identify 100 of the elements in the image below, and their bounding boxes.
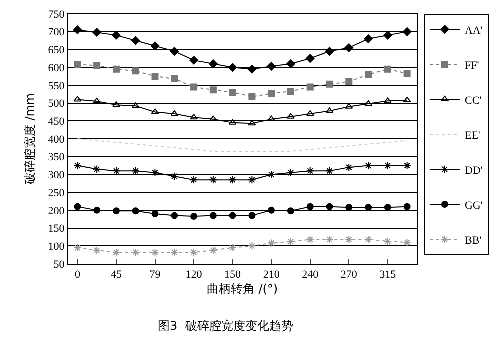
point — [384, 237, 392, 246]
point — [384, 66, 392, 73]
point — [210, 212, 217, 220]
caption: 图3 破碎腔宽度变化趋势 — [158, 319, 294, 333]
point — [365, 71, 372, 78]
point — [112, 102, 120, 108]
y-tick-label: 500 — [48, 98, 66, 110]
point — [190, 213, 198, 220]
point — [346, 78, 353, 86]
point — [190, 114, 198, 120]
point — [228, 63, 238, 72]
y-axis-title: 破碎腔宽度 /mm — [23, 93, 37, 186]
point — [94, 62, 101, 70]
point — [171, 212, 178, 220]
point — [92, 246, 102, 255]
legend-label: GG' — [464, 200, 483, 212]
point — [152, 210, 159, 218]
point — [404, 203, 411, 210]
y-tick-label: 100 — [48, 240, 66, 253]
x-tick-label: 315 — [380, 269, 397, 282]
point — [326, 236, 334, 244]
x-tick-label: 270 — [340, 269, 358, 282]
point — [403, 96, 412, 102]
x-tick-label: 150 — [224, 269, 242, 282]
point — [267, 239, 276, 248]
point — [248, 64, 257, 74]
point — [268, 206, 276, 214]
point — [404, 70, 411, 78]
y-tick-label: 200 — [48, 205, 66, 218]
point — [209, 60, 218, 68]
point — [132, 102, 140, 108]
x-tick-label: 79 — [150, 269, 162, 282]
point — [345, 236, 354, 244]
point — [306, 236, 314, 244]
point — [248, 93, 256, 100]
point — [150, 42, 160, 51]
point — [92, 28, 102, 37]
point — [92, 165, 102, 174]
point — [132, 208, 140, 215]
point — [384, 204, 392, 212]
point — [228, 119, 237, 125]
point — [248, 212, 256, 220]
x-tick-label: 45 — [110, 269, 122, 282]
point — [287, 88, 294, 95]
x-tick-label: 120 — [186, 269, 203, 282]
point — [228, 176, 237, 184]
point — [325, 47, 334, 56]
point — [209, 176, 218, 184]
point — [152, 73, 159, 80]
point — [170, 248, 179, 257]
point — [306, 203, 314, 210]
point — [267, 170, 276, 179]
point — [209, 246, 218, 255]
legend-label: FF' — [464, 60, 480, 72]
point — [344, 44, 354, 52]
point — [74, 244, 82, 252]
y-tick-label: 300 — [48, 170, 66, 182]
y-tick-label: 250 — [48, 187, 66, 200]
point — [132, 68, 140, 75]
point — [112, 248, 121, 257]
point — [190, 56, 198, 65]
legend-label: DD' — [464, 164, 483, 177]
point — [345, 163, 354, 172]
point — [326, 108, 334, 114]
y-tick-label: 150 — [48, 223, 66, 236]
y-tick-label: 750 — [48, 8, 66, 21]
point — [170, 47, 180, 56]
point — [170, 172, 179, 181]
y-tick-label: 650 — [48, 44, 66, 57]
point — [403, 162, 412, 170]
point — [190, 84, 198, 91]
x-tick-label: 0 — [74, 269, 81, 282]
point — [132, 248, 140, 257]
point — [131, 36, 140, 46]
point — [403, 238, 412, 247]
y-tick-label: 700 — [48, 26, 66, 39]
point — [74, 162, 82, 170]
point — [190, 176, 198, 184]
point — [384, 162, 392, 170]
point — [228, 244, 237, 252]
point — [364, 34, 373, 44]
point — [112, 31, 121, 40]
legend-label: EE' — [464, 130, 480, 142]
y-tick-label: 550 — [48, 80, 66, 92]
point — [248, 242, 256, 250]
point — [171, 76, 178, 82]
point — [268, 116, 276, 122]
point — [402, 27, 412, 36]
point — [74, 203, 82, 210]
point — [346, 204, 353, 212]
point — [190, 248, 198, 257]
y-tick-label: 450 — [48, 116, 66, 128]
point — [345, 103, 354, 109]
x-tick-label: 210 — [263, 269, 280, 282]
point — [209, 116, 218, 122]
point — [112, 208, 120, 215]
point — [306, 84, 314, 91]
point — [112, 66, 120, 73]
point — [326, 80, 334, 88]
point — [365, 204, 372, 212]
